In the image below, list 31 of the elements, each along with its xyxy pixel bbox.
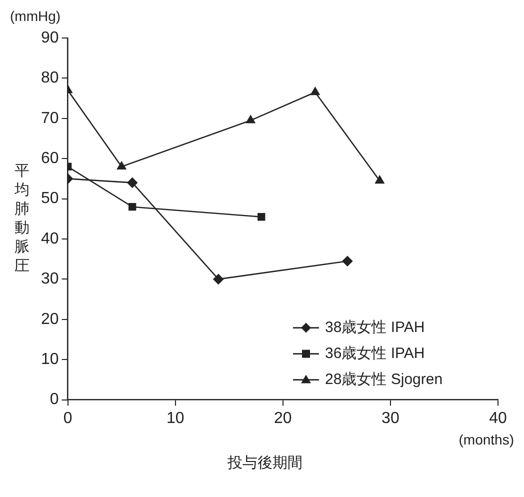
text: (mmHg) — [10, 8, 61, 24]
text: (months) — [458, 432, 514, 448]
point — [128, 203, 136, 211]
point — [342, 256, 353, 266]
point — [117, 161, 126, 170]
x-axis-title: 投与後期間 — [226, 454, 302, 472]
y-tick-label: 30 — [41, 270, 59, 288]
x-tick-label: 40 — [489, 410, 507, 427]
x-tick-label: 20 — [274, 410, 292, 427]
point — [246, 115, 256, 124]
y-tick-label: 0 — [50, 391, 59, 408]
x-tick-label: 10 — [166, 410, 184, 427]
y-tick-label: 90 — [41, 29, 59, 46]
legend-label: 38歳女性 IPAH — [325, 318, 425, 336]
x-tick-label: 0 — [63, 410, 72, 427]
y-tick-label: 60 — [41, 150, 59, 168]
point — [310, 87, 320, 96]
point — [213, 274, 224, 284]
y-tick-label: 40 — [41, 230, 59, 248]
point — [258, 213, 266, 221]
y-axis-title: 平均肺動脈圧 — [14, 162, 30, 275]
y-tick-label: 70 — [41, 110, 59, 127]
y-tick-label: 80 — [41, 70, 59, 87]
y-tick-label: 50 — [41, 190, 59, 208]
legend-label: 36歳女性 IPAH — [325, 344, 425, 362]
point — [375, 176, 384, 184]
point — [127, 178, 138, 188]
legend-label: 28歳女性 Sjogren — [325, 370, 443, 388]
x-tick-label: 30 — [382, 410, 400, 427]
y-tick-label: 10 — [41, 351, 59, 368]
y-tick-label: 20 — [41, 310, 59, 328]
